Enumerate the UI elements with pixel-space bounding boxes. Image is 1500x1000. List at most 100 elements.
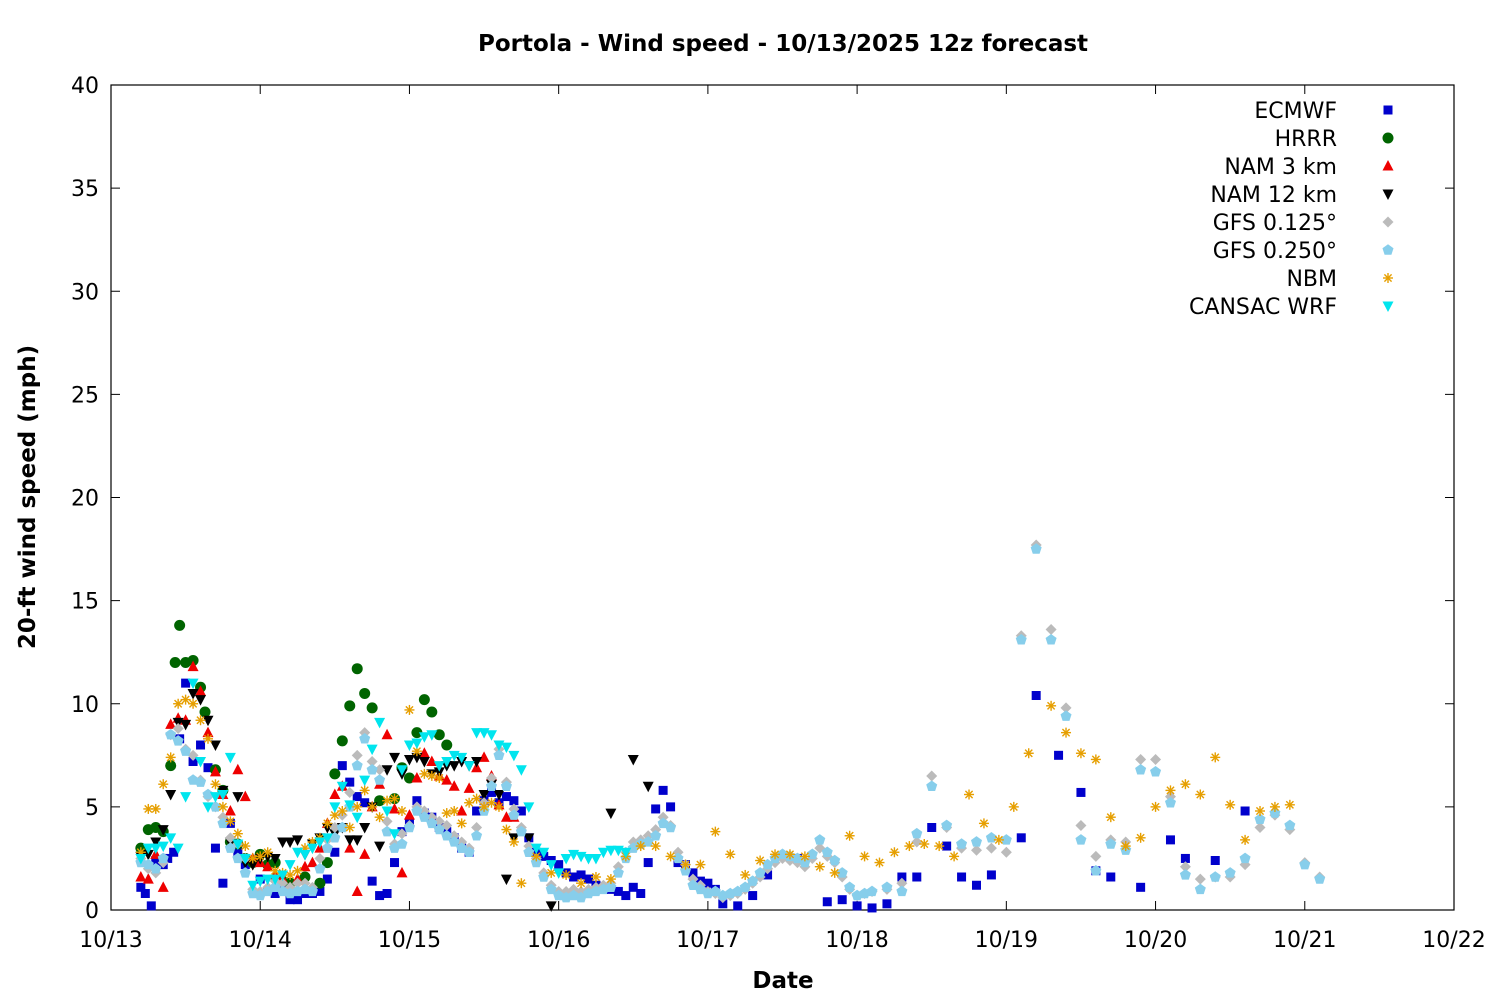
y-tick-label: 10 bbox=[71, 693, 99, 718]
data-point bbox=[404, 704, 415, 715]
data-point bbox=[187, 660, 199, 672]
data-point bbox=[650, 829, 662, 841]
data-point bbox=[344, 835, 356, 846]
data-point bbox=[456, 752, 468, 764]
data-point bbox=[584, 874, 594, 884]
data-point bbox=[597, 847, 609, 859]
data-point bbox=[173, 698, 184, 709]
data-point bbox=[971, 880, 981, 890]
data-point bbox=[330, 847, 340, 857]
legend-marker bbox=[1382, 244, 1394, 255]
data-point bbox=[1150, 766, 1162, 777]
data-point bbox=[576, 878, 587, 889]
data-point bbox=[605, 845, 617, 857]
data-point bbox=[487, 787, 497, 797]
chart-title: Portola - Wind speed - 10/13/2025 12z fo… bbox=[478, 31, 1088, 57]
data-point bbox=[269, 853, 281, 865]
data-point bbox=[1000, 834, 1012, 845]
data-point bbox=[1240, 806, 1250, 816]
data-point bbox=[135, 853, 147, 865]
data-point bbox=[262, 874, 274, 886]
data-point bbox=[165, 752, 176, 763]
data-point bbox=[666, 802, 676, 812]
data-point bbox=[471, 728, 483, 739]
data-point bbox=[1030, 543, 1042, 554]
data-point bbox=[292, 835, 304, 846]
data-point bbox=[315, 886, 325, 896]
data-point bbox=[344, 842, 356, 853]
data-point bbox=[530, 843, 542, 855]
data-point bbox=[500, 780, 512, 791]
data-point bbox=[187, 654, 199, 666]
data-point bbox=[501, 824, 512, 835]
data-point bbox=[367, 876, 377, 886]
x-tick-label: 10/17 bbox=[676, 928, 739, 953]
data-point bbox=[583, 853, 595, 865]
data-point bbox=[703, 878, 713, 888]
data-point bbox=[240, 841, 251, 852]
data-point bbox=[1135, 832, 1146, 843]
x-tick-label: 10/16 bbox=[527, 928, 590, 953]
data-point bbox=[919, 839, 930, 849]
data-point bbox=[829, 854, 841, 866]
data-point bbox=[486, 780, 498, 791]
data-point bbox=[957, 872, 967, 882]
data-point bbox=[748, 891, 758, 901]
data-point bbox=[889, 847, 900, 858]
data-point bbox=[224, 842, 236, 853]
data-point bbox=[224, 752, 236, 764]
data-point bbox=[157, 841, 169, 853]
data-point bbox=[1076, 787, 1086, 797]
legend-marker bbox=[1382, 160, 1394, 171]
data-point bbox=[576, 870, 586, 880]
data-point bbox=[374, 774, 386, 785]
data-point bbox=[441, 808, 452, 819]
data-point bbox=[627, 754, 639, 766]
data-point bbox=[493, 790, 505, 801]
data-point bbox=[210, 843, 220, 853]
data-point bbox=[322, 818, 333, 829]
data-point bbox=[382, 795, 393, 806]
data-point bbox=[836, 867, 848, 878]
data-point bbox=[344, 822, 355, 833]
x-axis-label: Date bbox=[752, 968, 813, 994]
legend-label: NAM 3 km bbox=[1224, 155, 1337, 180]
data-point bbox=[486, 730, 498, 741]
data-point bbox=[169, 657, 181, 668]
data-point bbox=[1060, 710, 1072, 721]
data-point bbox=[314, 837, 326, 848]
data-point bbox=[553, 868, 565, 879]
data-point bbox=[374, 841, 386, 853]
data-point bbox=[739, 881, 751, 892]
data-point bbox=[448, 836, 460, 847]
legend-item-cansac-wrf: CANSAC WRF bbox=[1189, 295, 1394, 320]
data-point bbox=[837, 895, 847, 905]
data-point bbox=[688, 868, 698, 878]
data-point bbox=[635, 841, 646, 852]
data-point bbox=[926, 770, 938, 782]
data-point bbox=[993, 834, 1004, 845]
data-point bbox=[195, 776, 207, 787]
data-point bbox=[985, 842, 997, 854]
data-point bbox=[337, 806, 348, 816]
data-point bbox=[403, 809, 415, 820]
data-point bbox=[169, 847, 179, 857]
data-point bbox=[418, 694, 430, 706]
data-point bbox=[403, 740, 415, 751]
data-point bbox=[754, 867, 766, 878]
x-axis-ticks: 10/13 10/14 10/15 10/16 10/17 10/18 10/19 10/20… bbox=[79, 85, 1486, 953]
data-point bbox=[642, 781, 654, 793]
data-point bbox=[239, 790, 251, 802]
data-point bbox=[478, 751, 490, 762]
data-point bbox=[1090, 850, 1102, 862]
data-point bbox=[978, 818, 989, 829]
data-point bbox=[199, 706, 211, 718]
y-tick-label: 15 bbox=[71, 590, 99, 615]
data-point bbox=[202, 733, 213, 744]
data-point bbox=[351, 812, 363, 824]
data-point bbox=[486, 772, 498, 784]
data-point bbox=[911, 827, 923, 839]
data-point bbox=[970, 844, 982, 856]
data-point bbox=[441, 829, 453, 841]
legend-label: NAM 12 km bbox=[1210, 183, 1337, 208]
